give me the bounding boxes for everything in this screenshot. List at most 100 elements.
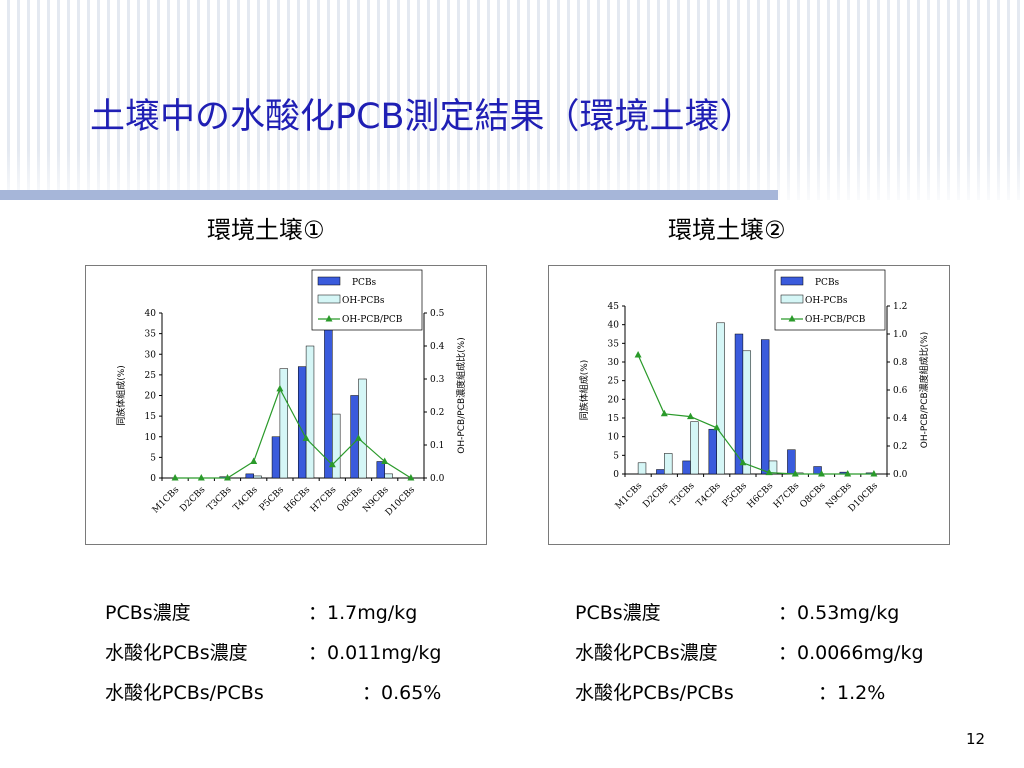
y2-tick-label: 0.4 [430,342,445,352]
oh-pcbs-bar [716,322,725,475]
ratio-point [224,474,231,481]
legend-oh-pcbs-label: OH-PCBs [342,296,385,306]
y-tick-label: 5 [150,453,156,463]
y-tick-label: 25 [608,377,620,387]
right-stat-ratio-value: ：1.2% [818,682,886,704]
pcbs-bar [682,460,691,475]
legend-ratio-label: OH-PCB/PCB [805,315,866,325]
x-category-label: M1CBs [614,481,645,512]
oh-pcbs-bar [358,378,367,479]
x-category-label: M1CBs [151,485,182,516]
ratio-point [197,474,205,481]
y-axis-title: 同族体組成(%) [115,365,127,426]
y-tick-label: 10 [145,433,157,443]
right-stat-ratio-label: 水酸化PCBs/PCBs [575,682,734,704]
ratio-point [381,457,389,464]
ratio-point [713,423,721,431]
legend-oh-pcbs-swatch [317,294,341,304]
y2-tick-label: 0.6 [893,386,908,396]
x-category-label: D2CBs [178,485,207,514]
y2-tick-label: 0.1 [430,441,444,451]
y-tick-label: 40 [608,321,620,331]
pcbs-bar [656,469,665,475]
right-stat-pcbs-value: ：0.53mg/kg [778,602,900,624]
left-stat-ratio-value: ：0.65% [362,682,442,704]
y2-tick-label: 0.5 [430,309,445,319]
y-tick-label: 35 [608,339,620,349]
y-tick-label: 0 [613,470,619,480]
x-category-label: T4CBs [232,485,260,513]
ratio-point [355,434,362,441]
legend-pcbs-label: PCBs [352,278,377,288]
ratio-point [739,458,747,466]
left-chart: 05101520253035400.00.10.20.30.40.5M1CBsD… [115,269,467,518]
pcbs-bar [708,428,717,475]
ratio-point [407,474,415,481]
x-category-label: H6CBs [283,485,313,515]
x-category-label: T3CBs [205,485,233,513]
y-tick-label: 20 [608,395,620,405]
pcbs-bar [324,329,333,479]
oh-pcbs-bar [637,462,647,475]
pcbs-bar [760,339,770,475]
oh-pcbs-bar [279,368,289,479]
legend-pcbs-swatch [780,276,804,286]
y2-axis-title: OH-PCB/PCB濃度組成比(%) [455,337,467,453]
ratio-point [791,470,799,477]
pcbs-bar [787,449,796,475]
ratio-line [637,354,874,475]
right-stat-ohpcbs-label: 水酸化PCBs濃度 [575,642,718,664]
y-tick-label: 15 [145,412,157,422]
ratio-point [634,351,642,358]
x-category-label: P5CBs [721,481,749,509]
right-chart: 0 5 10 15 20 25 30 35 40 45 0.0 0.2 0.4 0.6 0.8 1.0 1.2 M… [578,269,930,514]
pcbs-bar [376,461,385,479]
y-axis-title: 同族体組成(%) [578,360,590,421]
oh-pcbs-bar [305,345,315,479]
x-category-label: D2CBs [641,481,670,510]
y-tick-label: 40 [145,309,157,319]
ratio-point [765,468,773,476]
ratio-point [660,409,668,417]
x-category-label: D10CBs [384,485,417,518]
y-tick-label: 15 [608,414,620,424]
y-tick-label: 30 [145,350,157,360]
right-stat-ohpcbs-value: ：0.0066mg/kg [778,642,924,664]
y-tick-label: 25 [145,371,157,381]
y-tick-label: 10 [608,433,620,443]
ratio-point [171,474,179,481]
ratio-point [818,470,825,477]
oh-pcbs-bar [690,421,699,475]
right-chart-heading: 環境土壌② [668,216,786,244]
left-chart-frame: 0 5 10 15 20 25 30 35 40 0.0 0.1 0.2 0.3 0.4 0.5 M1CBs D… [85,265,487,545]
ratio-point [844,470,852,477]
y2-tick-label: 1.0 [893,330,908,340]
y-tick-label: 45 [608,302,620,312]
y2-tick-label: 0.3 [430,375,445,385]
title-underline [0,190,778,200]
legend-oh-pcbs-swatch [780,294,804,304]
y2-tick-label: 0.0 [893,470,908,480]
y2-tick-label: 0.4 [893,414,908,424]
x-category-label: H7CBs [772,481,802,511]
x-category-label: P5CBs [258,485,286,513]
legend-oh-pcbs-label: OH-PCBs [805,296,848,306]
y2-tick-label: 0.2 [893,442,907,452]
y-tick-label: 5 [613,451,619,461]
ratio-point [870,470,878,477]
ratio-point [276,384,284,392]
left-stat-pcbs-label: PCBs濃度 [105,602,191,624]
left-stat-ohpcbs-label: 水酸化PCBs濃度 [105,642,248,664]
left-stat-ratio-label: 水酸化PCBs/PCBs [105,682,264,704]
y2-tick-label: 0.0 [430,474,445,484]
pcbs-bar [245,473,254,479]
ratio-line [175,387,412,479]
x-category-label: O8CBs [798,481,827,510]
right-chart-frame: 0 5 10 15 20 25 30 35 40 45 0.0 0.2 0.4 0.6 0.8 1.0 1.2 M… [548,265,950,545]
legend-pcbs-label: PCBs [815,278,840,288]
x-category-label: H6CBs [746,481,776,511]
y-tick-label: 30 [608,358,620,368]
slide-title: 土壌中の水酸化PCB測定結果（環境土壌） [90,97,755,137]
legend-pcbs-swatch [317,276,341,286]
y2-tick-label: 1.2 [893,302,907,312]
